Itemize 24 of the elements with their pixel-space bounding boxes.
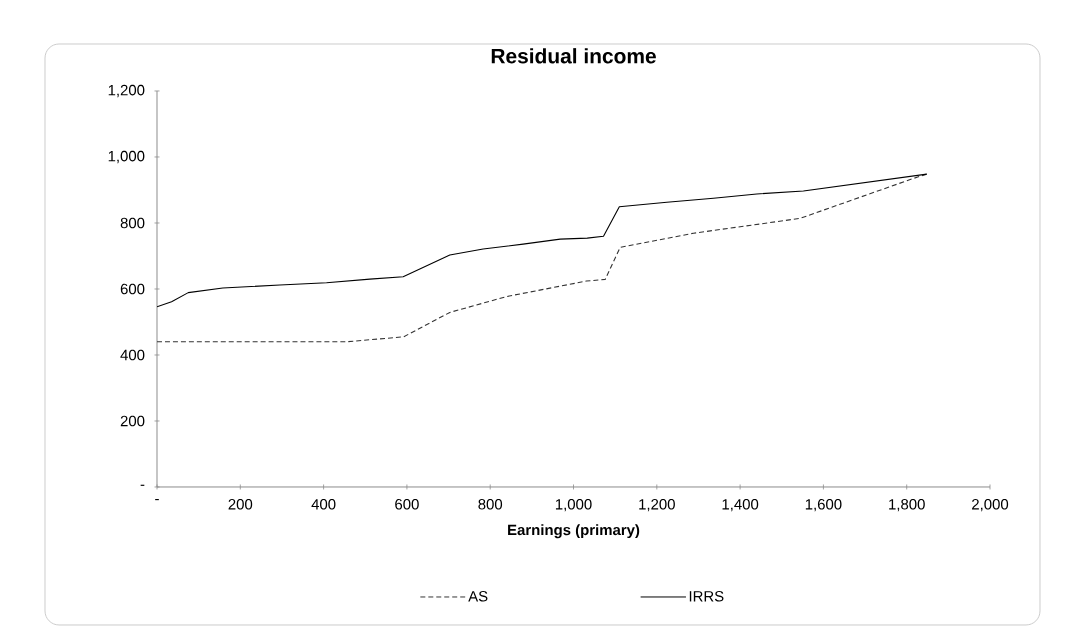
x-axis-title: Earnings (primary)	[508, 524, 640, 539]
line-series	[157, 173, 928, 308]
legend-label: IRRS	[689, 591, 724, 602]
x-tick-label: 1,000	[555, 499, 592, 512]
y-tick-label: 800	[120, 217, 145, 229]
y-tick-label: -	[140, 484, 145, 486]
x-tick-label: -	[155, 499, 159, 501]
chart-title: Residual income	[491, 48, 656, 64]
x-tick-label: 2,000	[972, 499, 1009, 512]
x-tick-label: 600	[395, 499, 419, 510]
x-tick-label: 800	[478, 499, 503, 510]
x-tick-label: 1,400	[722, 499, 759, 512]
x-tick-label: 1,800	[889, 499, 925, 512]
y-tick-label: 400	[120, 349, 145, 361]
x-tick-label: 400	[311, 499, 336, 510]
legend-label: AS	[468, 591, 488, 602]
y-tick-label: 1,200	[108, 84, 145, 98]
x-tick-label: 200	[228, 499, 253, 510]
y-tick-label: 1,000	[108, 150, 145, 164]
x-tick-label: 1,200	[639, 499, 675, 512]
x-tick-label: 1,600	[805, 499, 842, 512]
line-series	[157, 173, 928, 343]
y-tick-label: 600	[120, 283, 145, 295]
y-tick-label: 200	[120, 415, 145, 427]
